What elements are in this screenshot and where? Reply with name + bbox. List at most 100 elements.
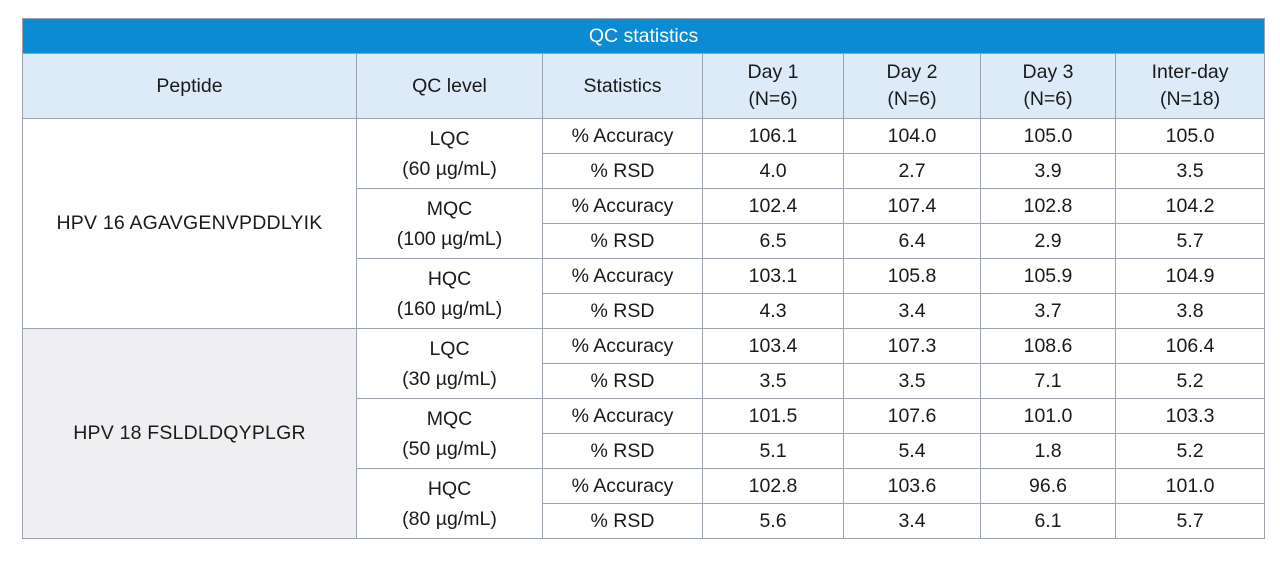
day2-value: 107.6 bbox=[843, 398, 981, 434]
statistic-cell: % RSD bbox=[542, 503, 703, 539]
header-day3-n: (N=6) bbox=[1023, 88, 1073, 110]
interday-value: 101.0 bbox=[1114, 468, 1266, 504]
statistic-cell: % RSD bbox=[542, 363, 703, 399]
qc-level-concentration: (60 µg/mL) bbox=[402, 157, 497, 180]
day3-value: 3.9 bbox=[980, 153, 1116, 189]
day2-value: 107.3 bbox=[843, 328, 981, 364]
statistic-cell: % Accuracy bbox=[542, 328, 703, 364]
statistic-cell: % Accuracy bbox=[542, 468, 703, 504]
peptide-cell: HPV 16 AGAVGENVPDDLYIK bbox=[22, 118, 357, 329]
interday-value: 5.2 bbox=[1114, 363, 1266, 399]
qc-level-name: LQC bbox=[429, 127, 470, 150]
header-day3-label: Day 3 bbox=[1022, 61, 1074, 83]
table-row: % RSD 5.6 3.4 6.1 5.7 bbox=[23, 503, 1266, 539]
day2-value: 6.4 bbox=[843, 223, 981, 259]
peptide-cell: HPV 18 FSLDLDQYPLGR bbox=[22, 328, 357, 539]
day1-value: 101.5 bbox=[702, 398, 844, 434]
statistic-cell: % RSD bbox=[542, 293, 703, 329]
interday-value: 104.9 bbox=[1114, 258, 1266, 294]
table-row: MQC (100 µg/mL) % Accuracy 102.4 107.4 102.8 1… bbox=[23, 188, 1266, 259]
table-row: HPV 18 FSLDLDQYPLGR LQC (30 µg/mL) % Accura… bbox=[22, 328, 1266, 539]
statistic-cell: % RSD bbox=[542, 433, 703, 469]
day3-value: 105.0 bbox=[980, 118, 1116, 154]
qc-level-name: HQC bbox=[427, 477, 472, 500]
header-interday: Inter-day (N=18) bbox=[1114, 53, 1266, 119]
table-row: MQC (50 µg/mL) % Accuracy 101.5 107.6 101.0 10… bbox=[23, 398, 1266, 469]
day1-value: 5.1 bbox=[702, 433, 844, 469]
interday-value: 5.7 bbox=[1114, 223, 1266, 259]
table-row: % RSD 6.5 6.4 2.9 5.7 bbox=[23, 223, 1266, 259]
qc-level-cell: MQC (50 µg/mL) bbox=[356, 398, 543, 469]
day2-value: 3.4 bbox=[843, 503, 981, 539]
day3-value: 105.9 bbox=[980, 258, 1116, 294]
header-day1-n: (N=6) bbox=[748, 88, 798, 110]
table-row: HQC (80 µg/mL) % Accuracy 102.8 103.6 96.6 101… bbox=[23, 468, 1266, 539]
qc-level-cell: LQC (30 µg/mL) bbox=[356, 328, 543, 399]
statistic-cell: % Accuracy bbox=[542, 188, 703, 224]
day1-value: 103.1 bbox=[702, 258, 844, 294]
day1-value: 4.0 bbox=[702, 153, 844, 189]
day1-value: 102.8 bbox=[702, 468, 844, 504]
header-day2-n: (N=6) bbox=[887, 88, 937, 110]
statistic-cell: % Accuracy bbox=[542, 258, 703, 294]
qc-level-concentration: (30 µg/mL) bbox=[402, 367, 497, 390]
table-body: HPV 16 AGAVGENVPDDLYIK LQC (60 µg/mL) % Acc… bbox=[22, 118, 1266, 539]
header-qc-level: QC level bbox=[356, 53, 543, 119]
day1-value: 102.4 bbox=[702, 188, 844, 224]
day3-value: 1.8 bbox=[980, 433, 1116, 469]
day3-value: 2.9 bbox=[980, 223, 1116, 259]
table-row: % RSD 4.3 3.4 3.7 3.8 bbox=[23, 293, 1266, 329]
day2-value: 103.6 bbox=[843, 468, 981, 504]
day1-value: 3.5 bbox=[702, 363, 844, 399]
table-title: QC statistics bbox=[21, 18, 1266, 54]
table-row: % RSD 4.0 2.7 3.9 3.5 bbox=[23, 153, 1266, 189]
table-row: % RSD 3.5 3.5 7.1 5.2 bbox=[23, 363, 1266, 399]
qc-level-cell: HQC (80 µg/mL) bbox=[356, 468, 543, 539]
day3-value: 3.7 bbox=[980, 293, 1116, 329]
day2-value: 5.4 bbox=[843, 433, 981, 469]
table-row: HPV 16 AGAVGENVPDDLYIK LQC (60 µg/mL) % Acc… bbox=[22, 118, 1266, 329]
day2-value: 104.0 bbox=[843, 118, 981, 154]
header-day2-label: Day 2 bbox=[886, 61, 938, 83]
qc-statistics-table: QC statistics Peptide QC level Statistic… bbox=[21, 18, 1266, 539]
qc-level-concentration: (160 µg/mL) bbox=[396, 297, 503, 320]
header-day1-label: Day 1 bbox=[747, 61, 799, 83]
statistic-cell: % RSD bbox=[542, 153, 703, 189]
qc-level-cell: MQC (100 µg/mL) bbox=[356, 188, 543, 259]
table-row: HQC (160 µg/mL) % Accuracy 103.1 105.8 105.9 1… bbox=[23, 258, 1266, 329]
interday-value: 105.0 bbox=[1114, 118, 1266, 154]
day2-value: 3.5 bbox=[843, 363, 981, 399]
day1-value: 103.4 bbox=[702, 328, 844, 364]
day3-value: 96.6 bbox=[980, 468, 1116, 504]
day3-value: 102.8 bbox=[980, 188, 1116, 224]
day1-value: 4.3 bbox=[702, 293, 844, 329]
qc-level-name: HQC bbox=[427, 267, 472, 290]
day3-value: 108.6 bbox=[980, 328, 1116, 364]
header-interday-n: (N=18) bbox=[1159, 88, 1221, 110]
statistic-cell: % Accuracy bbox=[542, 118, 703, 154]
interday-value: 103.3 bbox=[1114, 398, 1266, 434]
day2-value: 2.7 bbox=[843, 153, 981, 189]
qc-level-name: MQC bbox=[426, 407, 473, 430]
header-statistics: Statistics bbox=[542, 53, 703, 119]
interday-value: 3.5 bbox=[1114, 153, 1266, 189]
qc-level-concentration: (100 µg/mL) bbox=[396, 227, 503, 250]
day1-value: 5.6 bbox=[702, 503, 844, 539]
header-peptide: Peptide bbox=[22, 53, 357, 119]
day2-value: 107.4 bbox=[843, 188, 981, 224]
interday-value: 104.2 bbox=[1114, 188, 1266, 224]
header-day3: Day 3 (N=6) bbox=[980, 53, 1116, 119]
day3-value: 7.1 bbox=[980, 363, 1116, 399]
day2-value: 3.4 bbox=[843, 293, 981, 329]
interday-value: 5.2 bbox=[1114, 433, 1266, 469]
qc-level-concentration: (80 µg/mL) bbox=[402, 507, 497, 530]
day3-value: 6.1 bbox=[980, 503, 1116, 539]
qc-level-concentration: (50 µg/mL) bbox=[402, 437, 497, 460]
qc-level-name: LQC bbox=[429, 337, 470, 360]
day3-value: 101.0 bbox=[980, 398, 1116, 434]
day1-value: 106.1 bbox=[702, 118, 844, 154]
day1-value: 6.5 bbox=[702, 223, 844, 259]
qc-level-name: MQC bbox=[426, 197, 473, 220]
header-interday-label: Inter-day bbox=[1151, 61, 1229, 83]
qc-level-cell: HQC (160 µg/mL) bbox=[356, 258, 543, 329]
